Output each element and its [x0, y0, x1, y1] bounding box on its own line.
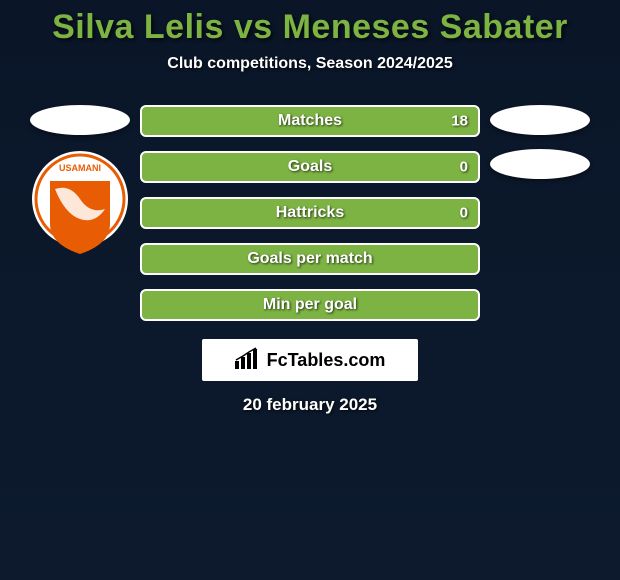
- stat-value: 0: [460, 159, 468, 176]
- right-player-col: [480, 105, 600, 179]
- stat-label: Goals: [288, 158, 332, 176]
- stat-bar-hattricks: Hattricks 0: [140, 197, 480, 229]
- stat-label: Hattricks: [276, 204, 344, 222]
- stat-label: Goals per match: [247, 250, 372, 268]
- stat-value: 18: [451, 113, 468, 130]
- badge-text-bottom: ORN: [71, 244, 89, 253]
- left-player-col: USAMANI ORN: [20, 105, 140, 259]
- page-title: Silva Lelis vs Meneses Sabater: [52, 8, 568, 47]
- subtitle: Club competitions, Season 2024/2025: [167, 55, 452, 73]
- stat-label: Matches: [278, 112, 342, 130]
- stats-wrapper: USAMANI ORN Matches 18 Goals 0 Hattricks…: [0, 105, 620, 321]
- stat-bar-min-per-goal: Min per goal: [140, 289, 480, 321]
- club-badge: USAMANI ORN: [30, 149, 130, 259]
- player-photo-placeholder: [490, 105, 590, 135]
- stats-column: Matches 18 Goals 0 Hattricks 0 Goals per…: [140, 105, 480, 321]
- stat-bar-goals: Goals 0: [140, 151, 480, 183]
- bar-chart-icon: [235, 347, 261, 374]
- brand-text: FcTables.com: [267, 350, 386, 371]
- player-photo-placeholder: [490, 149, 590, 179]
- player-photo-placeholder: [30, 105, 130, 135]
- brand-box[interactable]: FcTables.com: [202, 339, 418, 381]
- stat-bar-goals-per-match: Goals per match: [140, 243, 480, 275]
- stat-value: 0: [460, 205, 468, 222]
- comparison-card: Silva Lelis vs Meneses Sabater Club comp…: [0, 0, 620, 415]
- date: 20 february 2025: [243, 395, 377, 415]
- stat-bar-matches: Matches 18: [140, 105, 480, 137]
- stat-label: Min per goal: [263, 296, 357, 314]
- badge-text-top: USAMANI: [59, 163, 101, 173]
